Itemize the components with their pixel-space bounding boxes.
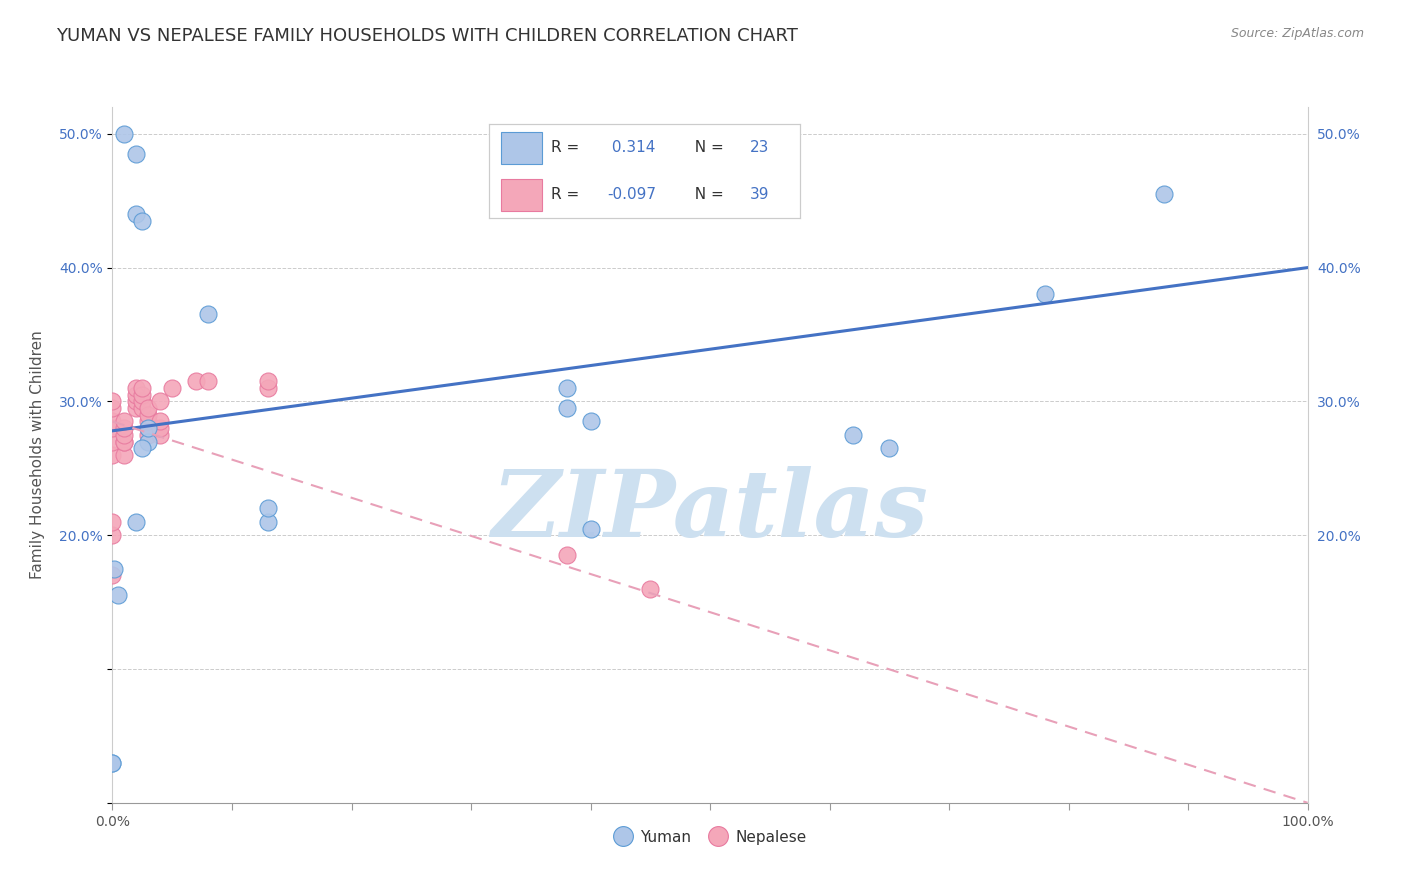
Point — [257, 515, 280, 529]
Point — [125, 394, 148, 409]
Point — [131, 214, 153, 228]
Y-axis label: Family Households with Children: Family Households with Children — [30, 331, 45, 579]
Point — [101, 568, 124, 582]
Point — [1033, 287, 1056, 301]
Point — [101, 401, 124, 416]
Point — [114, 421, 135, 435]
Point — [162, 381, 183, 395]
Point — [149, 394, 172, 409]
Point — [125, 387, 148, 401]
Point — [125, 147, 148, 161]
Point — [842, 427, 865, 442]
Point — [101, 421, 124, 435]
Point — [125, 207, 148, 221]
Point — [114, 434, 135, 449]
Point — [138, 421, 160, 435]
Text: YUMAN VS NEPALESE FAMILY HOUSEHOLDS WITH CHILDREN CORRELATION CHART: YUMAN VS NEPALESE FAMILY HOUSEHOLDS WITH… — [56, 27, 799, 45]
Point — [555, 548, 578, 563]
Point — [101, 394, 124, 409]
Point — [101, 528, 124, 542]
Point — [149, 421, 172, 435]
Point — [257, 375, 280, 389]
Point — [1153, 187, 1175, 202]
Point — [555, 401, 578, 416]
Text: ZIPatlas: ZIPatlas — [492, 466, 928, 556]
Point — [101, 434, 124, 449]
Point — [101, 414, 124, 429]
Point — [131, 387, 153, 401]
Point — [138, 408, 160, 422]
Point — [131, 442, 153, 455]
Point — [138, 434, 160, 449]
Point — [579, 414, 602, 429]
Point — [114, 434, 135, 449]
Point — [131, 381, 153, 395]
Point — [138, 401, 160, 416]
Point — [149, 427, 172, 442]
Point — [114, 448, 135, 462]
Point — [125, 381, 148, 395]
Point — [103, 562, 125, 576]
Point — [114, 427, 135, 442]
Point — [640, 582, 662, 596]
Point — [101, 448, 124, 462]
Point — [131, 394, 153, 409]
Legend: Yuman, Nepalese: Yuman, Nepalese — [607, 822, 813, 851]
Point — [131, 401, 153, 416]
Point — [186, 375, 208, 389]
Point — [555, 381, 578, 395]
Point — [879, 442, 901, 455]
Point — [101, 515, 124, 529]
Point — [138, 414, 160, 429]
Point — [138, 427, 160, 442]
Point — [579, 521, 602, 535]
Point — [197, 375, 219, 389]
Point — [149, 414, 172, 429]
Point — [114, 414, 135, 429]
Point — [257, 381, 280, 395]
Point — [197, 307, 219, 322]
Text: Source: ZipAtlas.com: Source: ZipAtlas.com — [1230, 27, 1364, 40]
Point — [125, 515, 148, 529]
Point — [107, 589, 129, 603]
Point — [257, 501, 280, 516]
Point — [114, 127, 135, 141]
Point — [125, 401, 148, 416]
Point — [101, 756, 124, 770]
Point — [101, 756, 124, 770]
Point — [138, 421, 160, 435]
